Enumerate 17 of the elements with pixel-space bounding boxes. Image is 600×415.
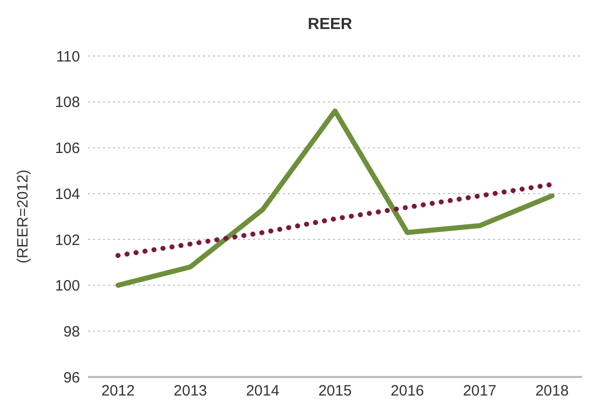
y-tick-label: 96: [63, 369, 80, 386]
y-axis-title: (REER=2012): [14, 170, 32, 264]
x-tick-label: 2013: [174, 382, 208, 400]
y-tick-label: 104: [54, 186, 80, 203]
x-tick-label: 2017: [462, 382, 496, 400]
x-tick-label: 2016: [390, 382, 424, 400]
chart-title: REER: [306, 16, 354, 34]
x-tick-label: 2015: [318, 382, 352, 400]
y-tick-label: 100: [54, 278, 80, 295]
x-tick-label: 2014: [246, 382, 280, 400]
y-tick-label: 110: [56, 48, 80, 66]
x-tick-label: 2018: [535, 382, 569, 400]
y-tick-label: 108: [54, 94, 80, 112]
y-tick-label: 106: [54, 140, 80, 158]
x-tick-label: 2012: [101, 382, 135, 400]
y-tick-label: 98: [63, 323, 80, 340]
y-tick-label: 102: [54, 232, 80, 249]
